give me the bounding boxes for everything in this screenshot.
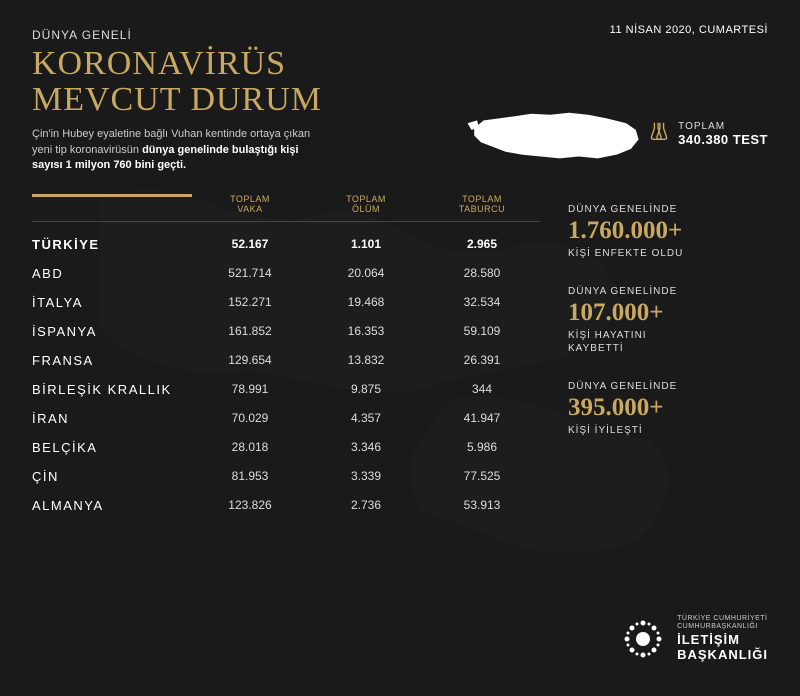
deaths-value: 9.875	[308, 382, 424, 397]
cases-value: 78.991	[192, 382, 308, 397]
country-name: İTALYA	[32, 295, 192, 310]
header-deaths: TOPLAMÖLÜM	[308, 194, 424, 216]
header-title: KORONAVİRÜS MEVCUT DURUM	[32, 46, 768, 117]
stat-label: DÜNYA GENELİNDE	[568, 204, 768, 215]
recovered-value: 2.965	[424, 237, 540, 252]
recovered-value: 77.525	[424, 469, 540, 484]
header-description: Çin'in Hubey eyaletine bağlı Vuhan kenti…	[32, 127, 312, 173]
country-name: ALMANYA	[32, 498, 192, 513]
stat-value: 395.000+	[568, 394, 768, 422]
date-label: 11 NİSAN 2020, CUMARTESİ	[610, 24, 768, 36]
test-value: 340.380 TEST	[678, 132, 768, 147]
table-row: TÜRKİYE52.1671.1012.965	[32, 230, 540, 259]
turkey-map	[460, 90, 650, 190]
cases-value: 161.852	[192, 324, 308, 339]
cases-value: 152.271	[192, 295, 308, 310]
country-name: BİRLEŞİK KRALLIK	[32, 382, 192, 397]
country-name: TÜRKİYE	[32, 237, 192, 252]
country-name: BELÇİKA	[32, 440, 192, 455]
deaths-value: 13.832	[308, 353, 424, 368]
cases-value: 129.654	[192, 353, 308, 368]
table-row: ALMANYA123.8262.73653.913	[32, 491, 540, 520]
cases-value: 52.167	[192, 237, 308, 252]
recovered-value: 26.391	[424, 353, 540, 368]
logo-big2: BAŞKANLIĞI	[677, 647, 768, 663]
country-name: ABD	[32, 266, 192, 281]
header-recovered: TOPLAMTABURCU	[424, 194, 540, 216]
header-country	[32, 194, 192, 216]
recovered-value: 41.947	[424, 411, 540, 426]
table-header: TOPLAMVAKA TOPLAMÖLÜM TOPLAMTABURCU	[32, 194, 540, 223]
deaths-value: 19.468	[308, 295, 424, 310]
cases-value: 70.029	[192, 411, 308, 426]
logo-small: TÜRKİYE CUMHURİYETİCUMHURBAŞKANLIĞI	[677, 615, 768, 632]
header-cases: TOPLAMVAKA	[192, 194, 308, 216]
stat-label: DÜNYA GENELİNDE	[568, 286, 768, 297]
cases-value: 81.953	[192, 469, 308, 484]
country-table: TOPLAMVAKA TOPLAMÖLÜM TOPLAMTABURCU TÜRK…	[32, 194, 540, 521]
test-label: TOPLAM	[678, 121, 768, 132]
table-row: İRAN70.0294.35741.947	[32, 404, 540, 433]
table-row: BELÇİKA28.0183.3465.986	[32, 433, 540, 462]
logo-area: TÜRKİYE CUMHURİYETİCUMHURBAŞKANLIĞI İLET…	[619, 615, 768, 663]
test-badge: TOPLAM 340.380 TEST	[648, 120, 768, 147]
deaths-value: 2.736	[308, 498, 424, 513]
cases-value: 28.018	[192, 440, 308, 455]
table-row: FRANSA129.65413.83226.391	[32, 346, 540, 375]
table-row: İTALYA152.27119.46832.534	[32, 288, 540, 317]
country-name: FRANSA	[32, 353, 192, 368]
stat-value: 107.000+	[568, 299, 768, 327]
table-row: ÇİN81.9533.33977.525	[32, 462, 540, 491]
cases-value: 521.714	[192, 266, 308, 281]
emblem-icon	[619, 615, 667, 663]
deaths-value: 4.357	[308, 411, 424, 426]
table-row: İSPANYA161.85216.35359.109	[32, 317, 540, 346]
stat-block: DÜNYA GENELİNDE 395.000+ KİŞİ İYİLEŞTİ	[568, 381, 768, 437]
cases-value: 123.826	[192, 498, 308, 513]
deaths-value: 16.353	[308, 324, 424, 339]
header-section: DÜNYA GENELİ KORONAVİRÜS MEVCUT DURUM Çi…	[32, 28, 768, 174]
stat-label: DÜNYA GENELİNDE	[568, 381, 768, 392]
recovered-value: 59.109	[424, 324, 540, 339]
recovered-value: 28.580	[424, 266, 540, 281]
stat-sub: KİŞİ HAYATINIKAYBETTİ	[568, 329, 768, 355]
deaths-value: 3.346	[308, 440, 424, 455]
deaths-value: 20.064	[308, 266, 424, 281]
recovered-value: 5.986	[424, 440, 540, 455]
country-name: İRAN	[32, 411, 192, 426]
stat-block: DÜNYA GENELİNDE 1.760.000+ KİŞİ ENFEKTE OL…	[568, 204, 768, 260]
logo-big1: İLETİŞİM	[677, 632, 768, 648]
country-name: İSPANYA	[32, 324, 192, 339]
world-stats: DÜNYA GENELİNDE 1.760.000+ KİŞİ ENFEKTE OL…	[568, 194, 768, 521]
logo-text: TÜRKİYE CUMHURİYETİCUMHURBAŞKANLIĞI İLET…	[677, 615, 768, 663]
flask-icon	[648, 120, 670, 147]
deaths-value: 1.101	[308, 237, 424, 252]
deaths-value: 3.339	[308, 469, 424, 484]
recovered-value: 344	[424, 382, 540, 397]
recovered-value: 53.913	[424, 498, 540, 513]
recovered-value: 32.534	[424, 295, 540, 310]
stat-sub: KİŞİ İYİLEŞTİ	[568, 424, 768, 437]
country-name: ÇİN	[32, 469, 192, 484]
stat-value: 1.760.000+	[568, 217, 768, 245]
stat-block: DÜNYA GENELİNDE 107.000+KİŞİ HAYATINIKAYB…	[568, 286, 768, 355]
table-row: BİRLEŞİK KRALLIK78.9919.875344	[32, 375, 540, 404]
stat-sub: KİŞİ ENFEKTE OLDU	[568, 247, 768, 260]
table-row: ABD521.71420.06428.580	[32, 259, 540, 288]
